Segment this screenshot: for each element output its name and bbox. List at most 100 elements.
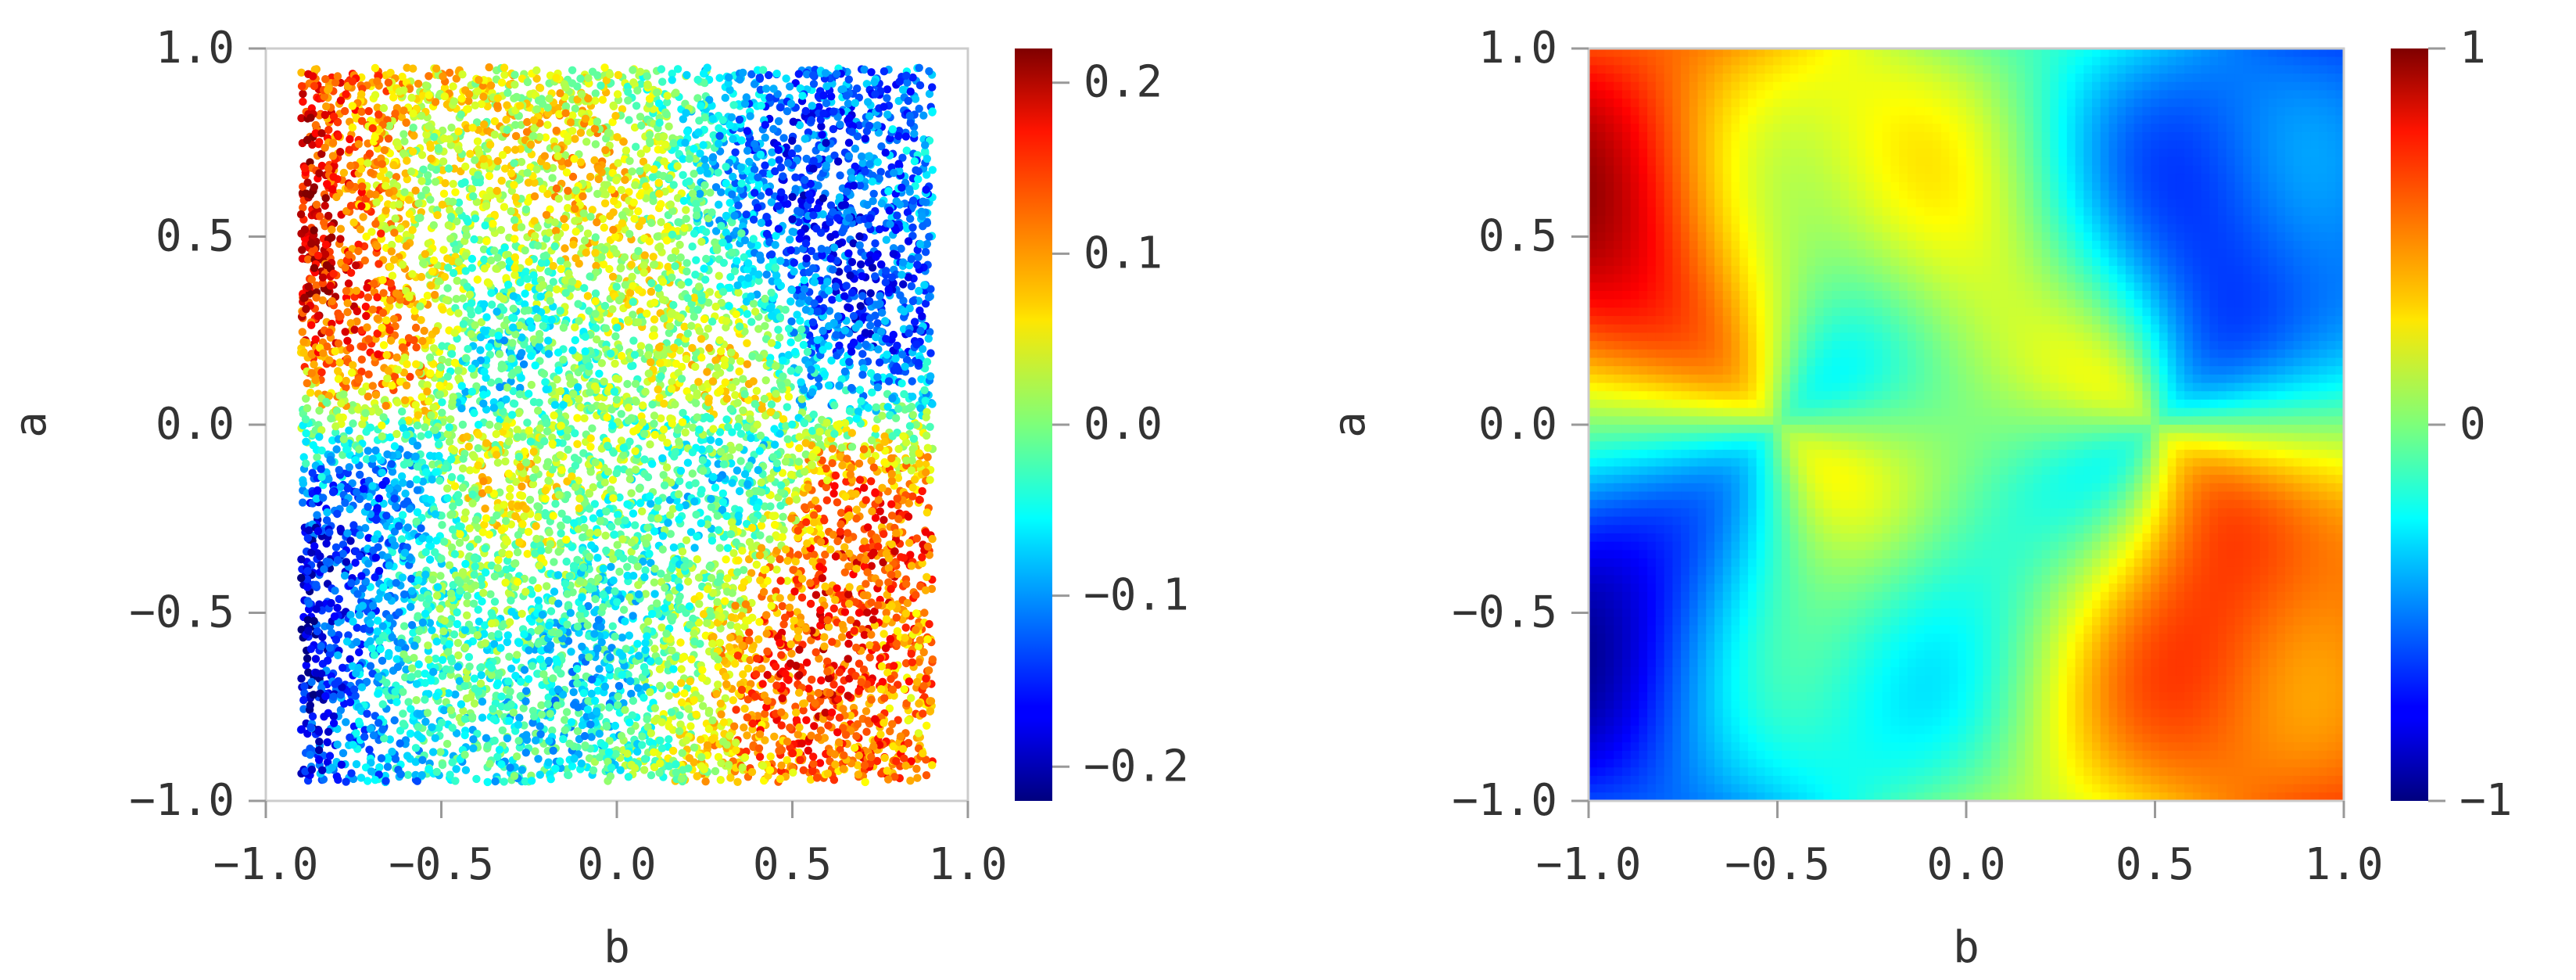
- scatter-point: [655, 665, 665, 673]
- scatter-point: [636, 167, 644, 175]
- scatter-point: [904, 96, 913, 106]
- scatter-point: [663, 439, 672, 447]
- scatter-point: [458, 483, 468, 492]
- scatter-point: [586, 443, 595, 451]
- scatter-point: [564, 192, 572, 201]
- scatter-point: [526, 437, 535, 446]
- scatter-point: [591, 297, 600, 306]
- scatter-point: [512, 752, 521, 761]
- scatter-point: [443, 484, 452, 493]
- scatter-point: [506, 484, 514, 494]
- scatter-point: [797, 378, 805, 386]
- scatter-point: [425, 72, 433, 81]
- scatter-point: [715, 74, 724, 82]
- scatter-point: [683, 259, 691, 267]
- scatter-point: [753, 503, 761, 512]
- scatter-point: [398, 573, 407, 582]
- scatter-point: [811, 591, 821, 599]
- scatter-point: [844, 303, 852, 311]
- scatter-point: [734, 288, 743, 297]
- scatter-point: [795, 645, 804, 654]
- scatter-point: [364, 392, 372, 401]
- scatter-point: [746, 112, 754, 120]
- scatter-point: [735, 629, 743, 638]
- scatter-point: [909, 434, 919, 443]
- scatter-point: [683, 70, 691, 80]
- scatter-point: [760, 394, 769, 404]
- scatter-point: [534, 583, 543, 593]
- scatter-point: [311, 335, 320, 343]
- scatter-point: [455, 677, 464, 685]
- scatter-point: [357, 107, 366, 117]
- scatter-point: [901, 623, 910, 632]
- scatter-point: [362, 232, 371, 241]
- scatter-point: [454, 374, 463, 382]
- scatter-point: [782, 74, 790, 83]
- scatter-point: [458, 294, 468, 303]
- scatter-point: [511, 271, 519, 279]
- scatter-point: [618, 634, 626, 642]
- scatter-point: [926, 328, 934, 336]
- scatter-point: [629, 509, 638, 518]
- scatter-point: [549, 278, 557, 286]
- scatter-point: [503, 556, 512, 565]
- scatter-point: [736, 457, 745, 465]
- scatter-point: [357, 368, 366, 376]
- scatter-point: [829, 124, 838, 134]
- scatter-point: [698, 702, 708, 710]
- scatter-point: [914, 253, 923, 261]
- scatter-point: [608, 305, 617, 314]
- scatter-point: [907, 282, 916, 291]
- scatter-point: [810, 722, 819, 731]
- scatter-point: [743, 310, 751, 318]
- scatter-point: [435, 476, 444, 485]
- scatter-point: [876, 260, 886, 269]
- scatter-point: [403, 156, 411, 165]
- scatter-point: [467, 330, 475, 339]
- scatter-point: [510, 216, 519, 224]
- scatter-point: [565, 373, 574, 382]
- scatter-point: [774, 117, 783, 126]
- scatter-point: [729, 549, 738, 558]
- scatter-point: [377, 754, 386, 763]
- scatter-point: [485, 343, 493, 351]
- scatter-point: [815, 102, 823, 111]
- scatter-point: [586, 172, 595, 181]
- scatter-point: [837, 508, 846, 517]
- scatter-point: [912, 609, 921, 618]
- scatter-point: [665, 122, 673, 131]
- scatter-point: [407, 587, 417, 595]
- scatter-point: [783, 403, 791, 411]
- scatter-point: [428, 748, 438, 756]
- scatter-point: [743, 339, 751, 347]
- scatter-point: [693, 555, 701, 564]
- scatter-point: [722, 317, 731, 325]
- scatter-point: [421, 717, 430, 726]
- scatter-point: [364, 502, 372, 512]
- scatter-point: [846, 616, 855, 624]
- scatter-point: [297, 555, 306, 564]
- scatter-point: [729, 696, 737, 705]
- scatter-point: [589, 766, 598, 775]
- scatter-point: [926, 422, 934, 431]
- scatter-point: [748, 725, 757, 734]
- scatter-point: [513, 651, 521, 659]
- scatter-point: [397, 535, 407, 544]
- scatter-point: [817, 676, 826, 685]
- scatter-point: [398, 72, 407, 81]
- scatter-point: [544, 267, 553, 276]
- scatter-point: [523, 418, 532, 427]
- scatter-point: [647, 357, 655, 367]
- scatter-point: [518, 609, 526, 618]
- scatter-point: [874, 300, 883, 309]
- scatter-point: [445, 437, 454, 446]
- scatter-point: [436, 572, 445, 580]
- scatter-point: [772, 70, 781, 78]
- scatter-point: [648, 460, 657, 468]
- scatter-point: [636, 149, 645, 158]
- scatter-point: [809, 164, 818, 173]
- scatter-point: [417, 432, 425, 440]
- scatter-point: [410, 312, 420, 321]
- scatter-point: [343, 307, 352, 317]
- scatter-point: [349, 419, 357, 428]
